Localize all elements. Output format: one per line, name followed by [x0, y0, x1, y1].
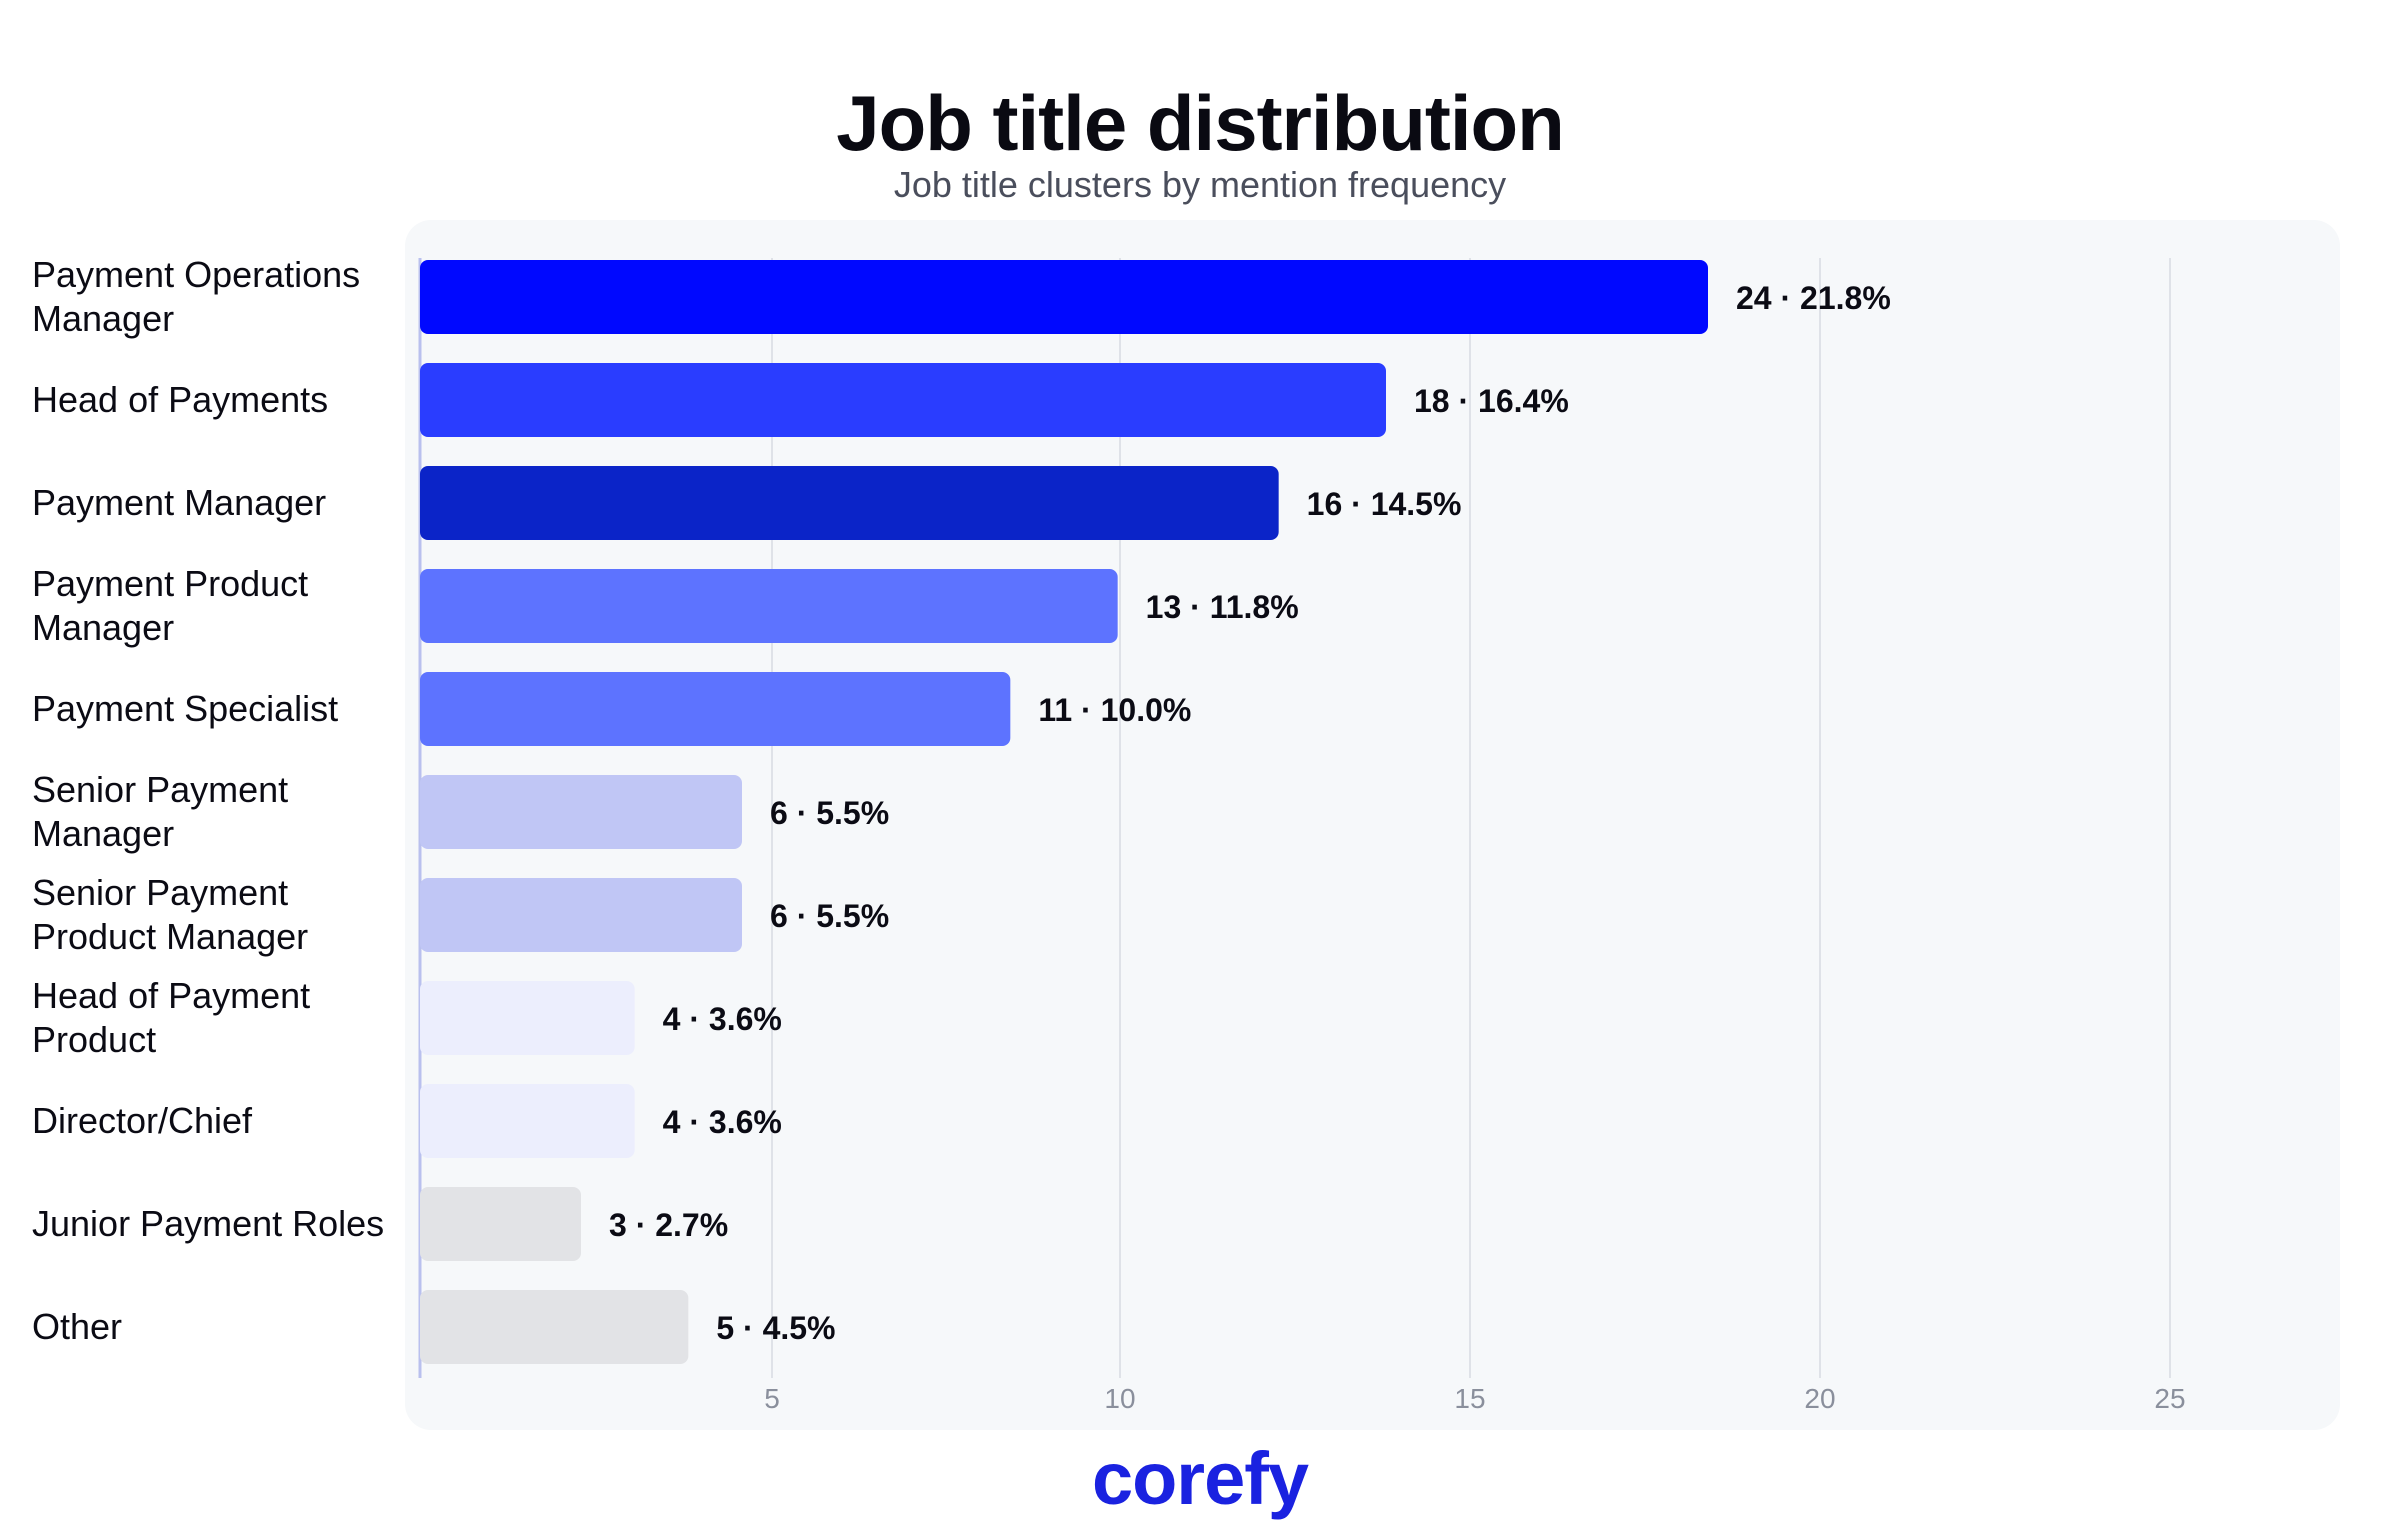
category-label: Payment Operations Manager	[32, 254, 360, 339]
bar	[420, 1084, 635, 1158]
bar	[420, 363, 1386, 437]
category-label-line: Product Manager	[32, 916, 308, 957]
category-label-line: Product	[32, 1019, 156, 1060]
category-label: Director/Chief	[32, 1100, 253, 1141]
category-label-line: Manager	[32, 813, 174, 854]
chart-title: Job title distribution	[836, 79, 1565, 167]
category-label: Junior Payment Roles	[32, 1203, 384, 1244]
category-label-line: Junior Payment Roles	[32, 1203, 384, 1244]
x-tick-label: 25	[2154, 1383, 2185, 1414]
data-label: 4 · 3.6%	[663, 1001, 782, 1037]
data-label: 16 · 14.5%	[1307, 486, 1462, 522]
data-label: 3 · 2.7%	[609, 1207, 728, 1243]
category-label: Head of Payments	[32, 379, 328, 420]
category-label: Payment Product Manager	[32, 563, 308, 648]
data-label: 6 · 5.5%	[770, 898, 889, 934]
bar	[420, 569, 1118, 643]
category-label-line: Payment Operations	[32, 254, 360, 295]
bar	[420, 260, 1708, 334]
category-label: Other	[32, 1306, 122, 1347]
category-label-line: Other	[32, 1306, 122, 1347]
category-label: Senior Payment Manager	[32, 769, 288, 854]
bar	[420, 466, 1279, 540]
category-label: Payment Specialist	[32, 688, 338, 729]
category-label-line: Manager	[32, 298, 174, 339]
data-label: 18 · 16.4%	[1414, 383, 1569, 419]
bar	[420, 775, 742, 849]
data-label: 5 · 4.5%	[716, 1310, 835, 1346]
x-tick-label: 5	[764, 1383, 780, 1414]
category-label-line: Head of Payments	[32, 379, 328, 420]
category-label-line: Head of Payment	[32, 975, 310, 1016]
category-label-line: Senior Payment	[32, 872, 288, 913]
category-label-line: Manager	[32, 607, 174, 648]
bar	[420, 981, 635, 1055]
category-label: Head of Payment Product	[32, 975, 310, 1060]
category-label-line: Director/Chief	[32, 1100, 253, 1141]
category-label-line: Payment Specialist	[32, 688, 338, 729]
x-tick-label: 15	[1454, 1383, 1485, 1414]
x-tick-label: 10	[1104, 1383, 1135, 1414]
category-label-line: Payment Manager	[32, 482, 326, 523]
category-label: Senior Payment Product Manager	[32, 872, 308, 957]
chart-subtitle: Job title clusters by mention frequency	[893, 164, 1507, 205]
data-label: 6 · 5.5%	[770, 795, 889, 831]
data-label: 11 · 10.0%	[1038, 692, 1191, 728]
data-label: 4 · 3.6%	[663, 1104, 782, 1140]
bar	[420, 1187, 581, 1261]
category-label-line: Senior Payment	[32, 769, 288, 810]
data-label: 13 · 11.8%	[1146, 589, 1299, 625]
category-label: Payment Manager	[32, 482, 326, 523]
x-tick-label: 20	[1804, 1383, 1835, 1414]
category-label-line: Payment Product	[32, 563, 308, 604]
corefy-logo: corefy	[1091, 1437, 1309, 1520]
bar	[420, 672, 1011, 746]
data-label: 24 · 21.8%	[1736, 280, 1891, 316]
bar	[420, 878, 742, 952]
bar	[420, 1290, 689, 1364]
